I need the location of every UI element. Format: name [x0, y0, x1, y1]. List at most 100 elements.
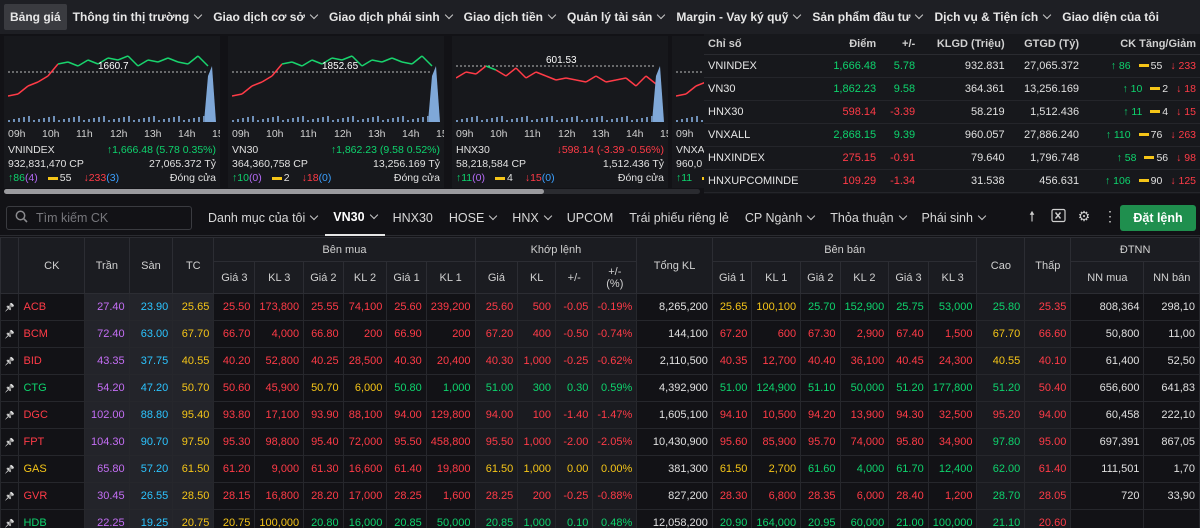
index-line-segment — [37, 75, 49, 83]
stock-code[interactable]: BCM — [18, 320, 86, 348]
volume-bar — [526, 116, 528, 122]
volume-bar — [392, 118, 394, 122]
board-row-ctg[interactable]: 📌 CTG 54.20 47.20 50.70 50.60 45,900 50.70 6,000… — [0, 374, 1200, 402]
board-row-fpt[interactable]: 📌 FPT 104.30 90.70 97.50 95.30 98,800 95.40 72,0… — [0, 428, 1200, 456]
pin-icon[interactable]: 📌 — [0, 401, 20, 429]
volume-bar — [183, 120, 185, 122]
pin-icon[interactable]: 📌 — [0, 347, 20, 375]
index-line-segment — [341, 55, 353, 61]
nav-item-1[interactable]: Thông tin thị trường — [67, 4, 208, 30]
nav-item-0[interactable]: Bảng giá — [4, 4, 67, 30]
index-scroll-track[interactable] — [4, 189, 700, 194]
nav-item-7[interactable]: Sản phẩm đầu tư — [806, 4, 928, 30]
header-p1: Giá 1 — [711, 261, 753, 294]
nav-item-2[interactable]: Giao dịch cơ sở — [207, 4, 323, 30]
stock-code[interactable]: FPT — [18, 428, 86, 456]
index-card-3[interactable]: 09h10h11h12h13h14h15h VNXALL 960,0 ↑11 — [672, 36, 704, 188]
tab-4[interactable]: HNX — [504, 200, 558, 236]
pin-icon[interactable]: 📌 — [0, 293, 20, 321]
board-row-bid[interactable]: 📌 BID 43.35 37.75 40.55 40.20 52,800 40.25 28,50… — [0, 347, 1200, 375]
pin-icon[interactable]: 📌 — [0, 428, 20, 456]
search-input[interactable] — [36, 211, 186, 225]
nav-item-5[interactable]: Quản lý tài sản — [561, 4, 670, 30]
nav-item-3[interactable]: Giao dịch phái sinh — [323, 4, 458, 30]
pin-icon[interactable]: 📌 — [0, 374, 20, 402]
ask-volume-1: 12,700 — [751, 347, 802, 375]
advances: ↑ 11 — [1123, 105, 1143, 118]
index-line-3: ↑11 — [676, 172, 704, 184]
bid-volume-3: 4,000 — [254, 320, 305, 348]
gear-icon[interactable]: ⚙ — [1077, 208, 1091, 224]
pin-icon[interactable]: 📌 — [0, 509, 20, 528]
header-v2: KL 2 — [342, 261, 388, 294]
volume-bar — [83, 120, 85, 122]
tab-1[interactable]: VN30 — [325, 200, 385, 236]
tab-7[interactable]: CP Ngành — [737, 200, 822, 236]
advance-decline: ↑ 86 55 ↓ 233 — [1083, 54, 1200, 78]
index-line-segment — [271, 63, 283, 77]
tab-0[interactable]: Danh mục của tôi — [200, 200, 325, 236]
tab-3[interactable]: HOSE — [441, 200, 504, 236]
upload-icon[interactable]: 🠕 — [1028, 208, 1035, 224]
nav-item-6[interactable]: Margin - Vay ký quỹ — [670, 4, 806, 30]
stock-code[interactable]: BID — [18, 347, 86, 375]
ceiling-price: 30.45 — [84, 482, 130, 510]
tab-label: HNX — [512, 211, 539, 225]
index-card-0[interactable]: 1660.7 09h 10h 11h 12h 13h 14h 15h VNINDEX ↑1,666… — [4, 36, 220, 188]
index-line-segment — [545, 75, 557, 81]
market-row[interactable]: VNINDEX 1,666.48 5.78 932.831 27,065.372 ↑ 86… — [704, 54, 1200, 78]
unchanged: 55 — [38, 172, 71, 184]
nav-item-8[interactable]: Dịch vụ & Tiện ích — [928, 4, 1056, 30]
board-row-gas[interactable]: 📌 GAS 65.80 57.20 61.50 61.20 9,000 61.30 16,600… — [0, 455, 1200, 483]
pin-icon[interactable]: 📌 — [0, 455, 20, 483]
stock-code[interactable]: GAS — [18, 455, 86, 483]
total-volume: 4,392,900 — [636, 374, 713, 402]
stock-code[interactable]: DGC — [18, 401, 86, 429]
pin-icon[interactable]: 📌 — [0, 320, 20, 348]
tab-5[interactable]: UPCOM — [559, 200, 622, 236]
market-header: CK Tăng/Giảm — [1083, 34, 1200, 55]
board-row-hdb[interactable]: 📌 HDB 22.25 19.25 20.75 20.75 100,000 20.80 16,0… — [0, 509, 1200, 528]
market-row[interactable]: HNXUPCOMINDE 109.29 -1.34 31.538 456.631 ↑ 10… — [704, 169, 1200, 193]
index-card-1[interactable]: 1852.65 09h 10h 11h 12h 13h 14h 15h VN30 ↑1,862.2… — [228, 36, 444, 188]
stock-search[interactable] — [6, 206, 192, 230]
index-line-segment — [391, 57, 403, 63]
market-row[interactable]: HNXINDEX 275.15 -0.91 79.640 1,796.748 ↑ 58 56… — [704, 146, 1200, 170]
session-status: Đóng cửa — [393, 172, 440, 184]
volume-bar — [247, 117, 249, 122]
stock-code[interactable]: CTG — [18, 374, 86, 402]
volume-bar — [601, 116, 603, 122]
tab-2[interactable]: HNX30 — [385, 200, 441, 236]
board-row-dgc[interactable]: 📌 DGC 102.00 88.80 95.40 93.80 17,100 93.90 88,1… — [0, 401, 1200, 429]
board-row-gvr[interactable]: 📌 GVR 30.45 26.55 28.50 28.15 16,800 28.20 17,00… — [0, 482, 1200, 510]
index-name: VN30 — [704, 77, 821, 101]
more-options-icon[interactable]: ⋮ — [1103, 208, 1117, 224]
board-row-bcm[interactable]: 📌 BCM 72.40 63.00 67.70 66.70 4,000 66.80 200 66.… — [0, 320, 1200, 348]
ask-volume-2: 2,900 — [839, 320, 890, 348]
market-row[interactable]: VNXALL 2,868.15 9.39 960.057 27,886.240 ↑ 110… — [704, 123, 1200, 147]
market-row[interactable]: VN30 1,862.23 9.58 364.361 13,256.169 ↑ 10 2 ↓ … — [704, 77, 1200, 101]
pin-icon[interactable]: 📌 — [0, 482, 20, 510]
stock-code[interactable]: GVR — [18, 482, 86, 510]
index-line-3: ↑11(0) 4 ↓15(0) Đóng cửa — [456, 172, 664, 184]
trading-volume: 31.538 — [919, 169, 1009, 193]
index-scrollbar[interactable] — [4, 189, 544, 194]
place-order-button[interactable]: Đặt lệnh — [1120, 205, 1196, 231]
foreign-buy: 60,458 — [1070, 401, 1145, 429]
index-line-segment — [17, 85, 29, 95]
volume-bar — [461, 119, 463, 122]
index-card-2[interactable]: 601.53 09h 10h 11h 12h 13h 14h 15h HNX30 ↓598.14 … — [452, 36, 668, 188]
tab-8[interactable]: Thỏa thuận — [822, 200, 913, 236]
excel-icon[interactable] — [1050, 208, 1066, 224]
tab-9[interactable]: Phái sinh — [914, 200, 993, 236]
board-row-acb[interactable]: 📌 ACB 27.40 23.90 25.65 25.50 173,800 25.55 74,1… — [0, 293, 1200, 321]
nav-item-9[interactable]: Giao diện của tôi — [1062, 10, 1159, 24]
stock-code[interactable]: ACB — [18, 293, 86, 321]
foreign-buy: 656,600 — [1070, 374, 1145, 402]
high-price: 51.20 — [976, 374, 1026, 402]
tab-6[interactable]: Trái phiếu riêng lẻ — [621, 200, 737, 236]
nav-item-4[interactable]: Giao dịch tiền — [458, 4, 561, 30]
time-tick: 11h — [300, 128, 317, 140]
stock-code[interactable]: HDB — [18, 509, 86, 528]
market-row[interactable]: HNX30 598.14 -3.39 58.219 1,512.436 ↑ 11 4 ↓ 15 — [704, 100, 1200, 124]
